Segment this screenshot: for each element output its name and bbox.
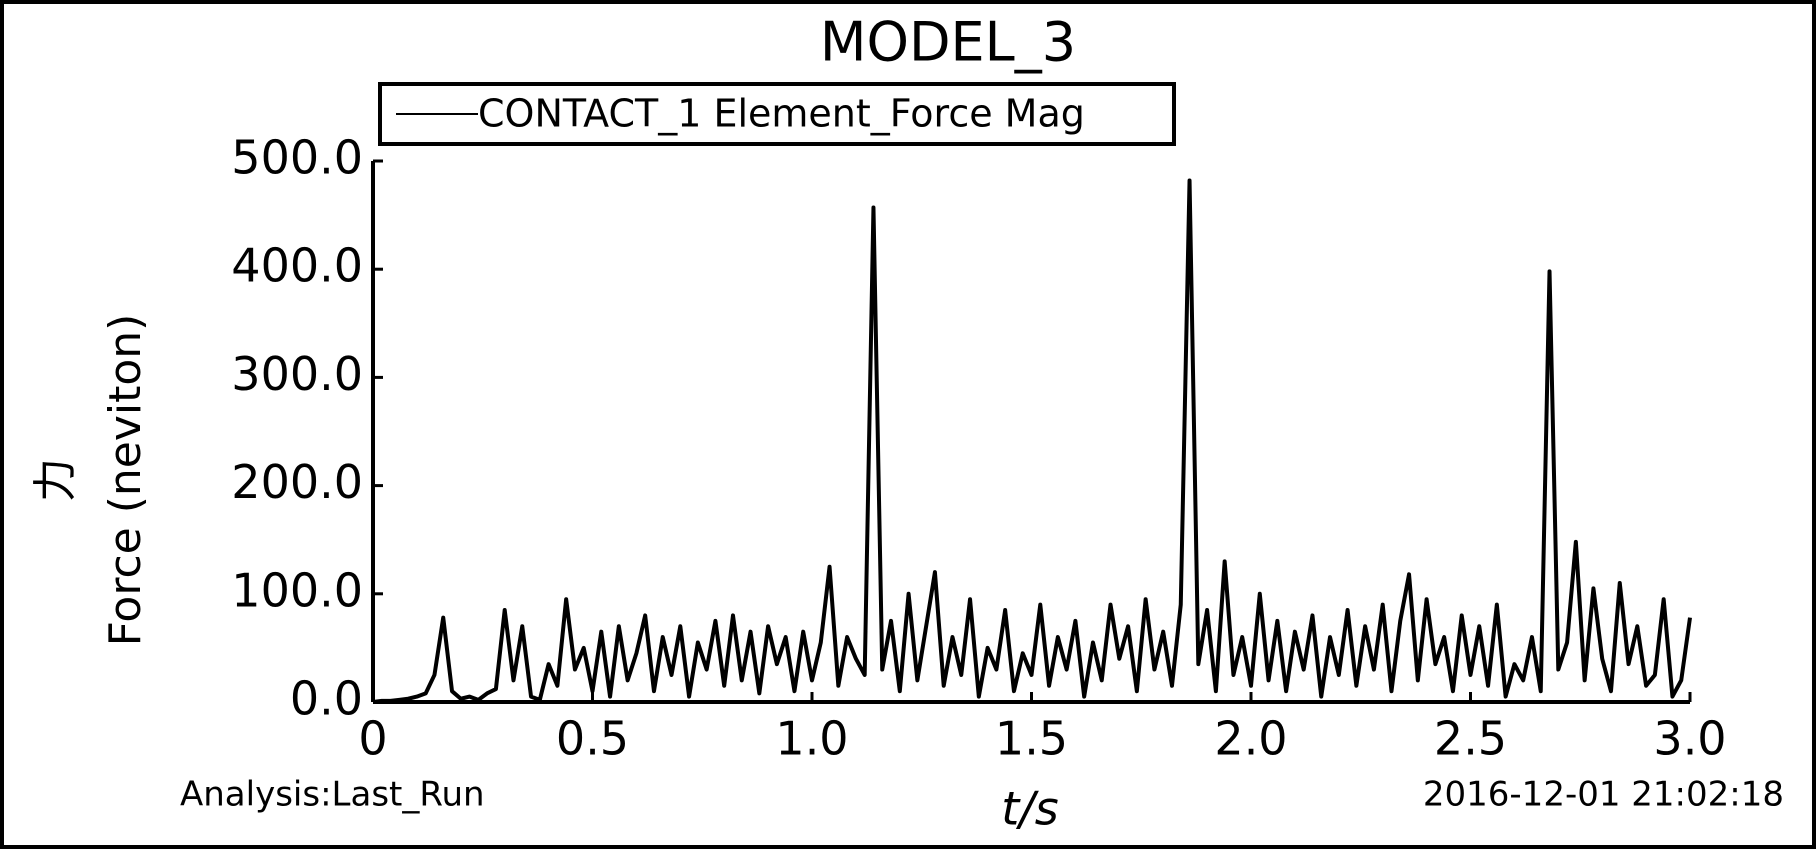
footer-left: Analysis:Last_Run <box>180 775 485 815</box>
chart-title: MODEL_3 <box>820 11 1076 74</box>
x-tick-label: 2.0 <box>1214 712 1287 766</box>
x-tick-label: 0.5 <box>556 712 629 766</box>
x-tick-label: 0 <box>358 712 387 766</box>
x-tick-label: 1.5 <box>995 712 1068 766</box>
y-tick-label: 400.0 <box>231 239 363 293</box>
legend-box <box>378 82 1176 146</box>
x-tick-label: 3.0 <box>1653 712 1726 766</box>
y-tick-label: 0.0 <box>290 672 363 726</box>
legend-label: CONTACT_1 Element_Force Mag <box>478 92 1085 136</box>
x-tick-label: 2.5 <box>1434 712 1507 766</box>
data-line <box>372 178 1692 704</box>
footer-right: 2016-12-01 21:02:18 <box>1423 775 1784 815</box>
y-tick-label: 100.0 <box>231 563 363 617</box>
y-axis-label: Force (neviton) <box>100 314 151 647</box>
y-tick-label: 500.0 <box>231 131 363 185</box>
y-axis-label: 力 <box>30 458 81 502</box>
y-tick-label: 300.0 <box>231 347 363 401</box>
x-axis-label: t/s <box>1001 782 1059 836</box>
x-tick-label: 1.0 <box>775 712 848 766</box>
y-tick-label: 200.0 <box>231 455 363 509</box>
